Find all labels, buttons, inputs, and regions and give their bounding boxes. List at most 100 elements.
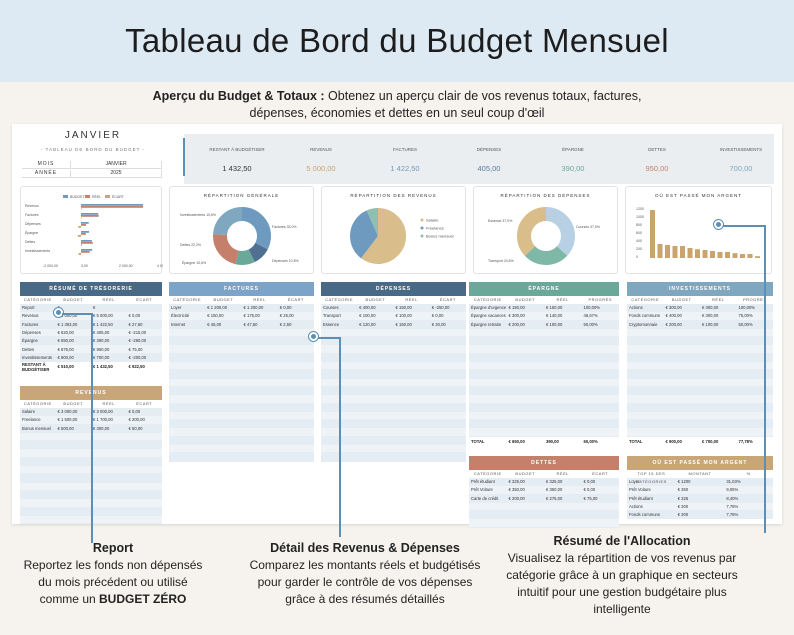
table-row[interactable] [169,337,314,346]
annee-value[interactable]: 2025 [70,170,162,178]
bar-category: Revenus [25,204,39,208]
table-row[interactable] [469,395,619,404]
table-row[interactable] [169,386,314,396]
table-row[interactable] [469,519,619,528]
table-row[interactable] [469,502,619,512]
table-row[interactable] [469,337,619,346]
table-row[interactable]: Prêt Voiture € 350 9,05% [627,486,773,495]
table-row[interactable]: Courses € 400,00 € 150,00 € -250,00 [321,304,466,313]
table-row[interactable] [627,370,773,379]
table-row[interactable] [321,337,466,346]
table-row[interactable] [321,395,466,404]
table-row[interactable] [321,436,466,446]
table-row[interactable] [469,378,619,387]
table-row[interactable] [469,428,619,437]
table-row[interactable] [321,453,466,462]
table-row[interactable]: Loyer € 1200 31,03% [627,478,773,487]
table-cell: € 300,00 [508,313,525,319]
table-row[interactable] [321,362,466,371]
mois-label: MOIS [22,161,70,169]
table-cell: 8,40% [726,495,739,501]
table-row[interactable]: Carte de crédit € 200,00 € 275,00 € 75,00 [469,494,619,503]
bar-mark [77,235,81,237]
table-row[interactable] [627,353,773,363]
table-row[interactable] [469,370,619,379]
table-row[interactable] [321,328,466,338]
table-row[interactable] [321,378,466,387]
table-row[interactable] [469,420,619,429]
y-tick: 800 [636,223,642,227]
table-row[interactable] [469,345,619,354]
table-row[interactable] [169,353,314,363]
table-row[interactable] [321,345,466,354]
table-row[interactable] [627,420,773,429]
table-row[interactable] [627,345,773,354]
table-row[interactable] [169,420,314,429]
card-ou-argent: OÙ EST PASSÉ MON ARGENT 1200 1000 800 600 40… [625,186,772,274]
column-header: ÉCART [136,401,153,406]
table-row[interactable] [627,428,773,437]
table-row[interactable] [469,511,619,520]
table-cell: € 175,00 [243,313,260,319]
table-row[interactable] [469,403,619,412]
table-row[interactable] [321,403,466,412]
year-selector[interactable]: ANNÉE 2025 [22,170,162,178]
table-row[interactable] [627,378,773,387]
table-row[interactable]: Prêt étudiant € 325 8,40% [627,494,773,503]
table-row[interactable] [627,403,773,412]
total-cell: € 510,00 [57,364,74,370]
table-row[interactable] [321,386,466,396]
table-row[interactable] [169,445,314,454]
table-row[interactable] [321,420,466,429]
table-row[interactable] [169,362,314,371]
table-row[interactable] [627,386,773,396]
table-row[interactable] [169,345,314,354]
table-row[interactable] [627,411,773,421]
table-row[interactable] [169,436,314,446]
mois-value[interactable]: JANVIER [70,161,162,169]
table-row[interactable] [169,453,314,462]
y-tick: 0 [636,255,638,259]
table-row[interactable] [321,370,466,379]
table-row[interactable]: Épargne vacances € 300,00 € 140,00 46,67% [469,312,619,321]
table-row[interactable] [321,445,466,454]
table-row[interactable]: Prêt Voiture € 350,00 € 350,00 € 0,00 [469,486,619,495]
table-row[interactable] [469,411,619,421]
table-row[interactable] [169,370,314,379]
table-row[interactable]: Internet € 45,00 € 47,50 € 2,50 [169,320,314,329]
table-row[interactable] [321,411,466,421]
table-row[interactable] [469,353,619,363]
table-row[interactable]: Essence € 120,00 € 150,00 € 30,00 [321,320,466,329]
table-row[interactable] [627,328,773,338]
month-selector[interactable]: MOIS JANVIER [22,161,162,169]
table-row[interactable] [321,428,466,437]
table-row[interactable] [627,362,773,371]
table-investissements: INVESTISSEMENTS CATÉGORIE BUDGET RÉEL PROGRÈ… [627,282,773,446]
table-row[interactable] [169,395,314,404]
table-row[interactable] [469,362,619,371]
table-row[interactable] [169,328,314,338]
table-cell: € 5 000,00 [93,313,113,319]
table-row[interactable] [169,411,314,421]
table-row[interactable] [321,353,466,363]
table-row[interactable]: Fonds communs € 300 7,76% [627,511,773,520]
table-row[interactable]: Actions € 300,00 € 300,00 100,00% [627,304,773,313]
table-row[interactable]: Épargne retraite € 200,00 € 100,00 50,00% [469,320,619,329]
table-cell: € 1 200,00 [207,305,228,311]
table-row[interactable]: Report €€ [20,304,162,313]
table-row[interactable] [469,386,619,396]
table-row[interactable] [169,403,314,412]
table-row[interactable]: Loyer € 1 200,00 € 1 200,00 € 0,00 [169,304,314,313]
table-row[interactable] [169,428,314,437]
table-row[interactable]: Cryptomonnaie € 200,00 € 100,00 50,00% [627,320,773,329]
table-row[interactable]: Épargne d'urgence € 150,00 € 150,00 100,00% [469,304,619,313]
table-row[interactable]: Prêt étudiant € 325,00 € 325,00 € 0,00 [469,478,619,487]
table-row[interactable] [169,378,314,387]
table-row[interactable]: Fonds communs € 400,00 € 300,00 75,00% [627,312,773,321]
table-row[interactable]: Électricité € 150,00 € 175,00 € 25,00 [169,312,314,321]
table-row[interactable] [469,328,619,338]
table-row[interactable] [627,395,773,404]
table-row[interactable]: Transport € 100,00 € 100,00 € 0,00 [321,312,466,321]
table-row[interactable]: Actions € 300 7,76% [627,502,773,512]
table-row[interactable] [627,337,773,346]
